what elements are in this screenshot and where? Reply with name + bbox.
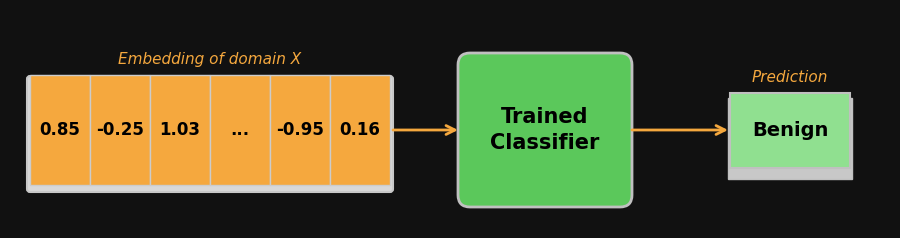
Text: Embedding of domain X: Embedding of domain X — [119, 52, 302, 67]
Text: 0.85: 0.85 — [40, 121, 80, 139]
Text: 0.16: 0.16 — [339, 121, 381, 139]
FancyBboxPatch shape — [458, 53, 632, 207]
FancyBboxPatch shape — [270, 75, 330, 185]
FancyBboxPatch shape — [30, 75, 90, 185]
Text: Trained
Classifier: Trained Classifier — [491, 107, 599, 153]
Text: Prediction: Prediction — [752, 69, 828, 84]
FancyBboxPatch shape — [330, 75, 390, 185]
FancyBboxPatch shape — [210, 75, 270, 185]
FancyBboxPatch shape — [90, 75, 150, 185]
FancyBboxPatch shape — [728, 98, 852, 178]
Text: Benign: Benign — [752, 120, 828, 139]
Text: 1.03: 1.03 — [159, 121, 201, 139]
FancyBboxPatch shape — [150, 75, 210, 185]
Text: -0.25: -0.25 — [96, 121, 144, 139]
Text: -0.95: -0.95 — [276, 121, 324, 139]
Text: ...: ... — [230, 121, 249, 139]
FancyArrowPatch shape — [632, 126, 724, 134]
FancyBboxPatch shape — [27, 76, 393, 192]
FancyBboxPatch shape — [730, 93, 850, 168]
FancyArrowPatch shape — [393, 126, 454, 134]
